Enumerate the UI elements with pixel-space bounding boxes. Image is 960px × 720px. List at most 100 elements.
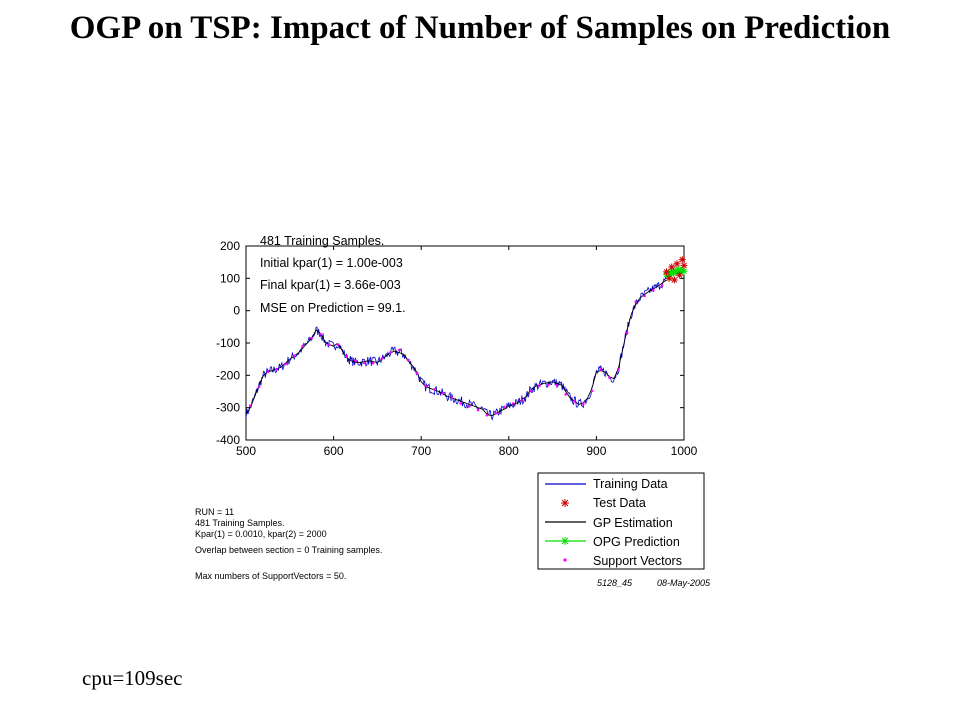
legend-box (537, 472, 705, 570)
support-vector-point (327, 343, 331, 346)
x-tick-label: 600 (324, 444, 344, 458)
support-vector-point (292, 354, 296, 358)
y-axis: 200 100 0 -100 -200 -300 -400 (216, 239, 684, 447)
support-vector-point (424, 384, 427, 388)
support-vector-point (485, 413, 489, 417)
info-run: RUN = 11 (195, 507, 234, 517)
annotation-mse: MSE on Prediction = 99.1. (260, 301, 406, 315)
support-vector-point (450, 396, 454, 399)
test-data-point (665, 274, 673, 282)
support-vector-point (257, 385, 261, 389)
support-vector-point (371, 361, 375, 365)
legend-label-opg: OPG Prediction (593, 535, 680, 549)
support-vector-point (538, 384, 541, 388)
support-vector-point (511, 402, 515, 405)
support-vector-point (590, 389, 594, 393)
training-data-line (245, 276, 667, 421)
support-vector-point (617, 367, 620, 371)
support-vector-point (625, 331, 629, 335)
support-vector-point (380, 357, 384, 360)
annotation-initial-kpar: Initial kpar(1) = 1.00e-003 (260, 256, 403, 270)
y-tick-label: 200 (220, 239, 240, 253)
support-vector-point (555, 384, 559, 387)
support-vector-point (441, 391, 445, 395)
stamp-date: 08-May-2005 (657, 578, 711, 588)
legend-label-test: Test Data (593, 496, 646, 510)
test-data-point (680, 261, 688, 269)
info-max-sv: Max numbers of SupportVectors = 50. (195, 571, 346, 581)
support-vector-point (459, 402, 462, 405)
test-data-point-d2 (668, 264, 675, 270)
annotation-final-kpar: Final kpar(1) = 3.66e-003 (260, 278, 401, 292)
slide-title: OGP on TSP: Impact of Number of Samples … (69, 10, 891, 46)
legend-label-gp: GP Estimation (593, 516, 673, 530)
x-tick-label: 800 (499, 444, 519, 458)
test-data-point-d2 (681, 262, 687, 269)
stamp-id: 5128_45 (597, 578, 633, 588)
x-tick-label: 500 (236, 444, 256, 458)
y-tick-label: -400 (216, 433, 240, 447)
test-data-point (662, 268, 670, 276)
cpu-note: cpu=109sec (82, 666, 183, 690)
y-tick-label: -200 (216, 368, 240, 382)
opg-prediction-point-d2 (681, 268, 687, 275)
test-data-point-d2 (679, 256, 686, 263)
support-vector-point (476, 408, 480, 412)
support-vector-point (389, 351, 392, 354)
test-data-point (676, 271, 684, 279)
support-vector-point (494, 412, 498, 415)
legend-label-training: Training Data (593, 477, 668, 491)
y-tick-label: -300 (216, 401, 240, 415)
support-vector-point (345, 354, 349, 358)
support-vector-point (310, 336, 314, 340)
x-tick-label: 700 (411, 444, 431, 458)
test-data-point (673, 260, 681, 268)
info-overlap: Overlap between section = 0 Training sam… (195, 545, 382, 555)
support-vector-point (266, 370, 270, 374)
x-tick-label: 900 (586, 444, 606, 458)
support-vector-point (398, 348, 401, 352)
support-vector-point (275, 367, 279, 371)
series-layer (245, 256, 688, 421)
support-vector-point (503, 405, 506, 409)
test-data-point-d2 (671, 277, 678, 283)
support-vector-point (468, 405, 471, 408)
legend-sv-marker (563, 558, 567, 562)
support-vector-point (284, 362, 287, 366)
support-vector-point (546, 383, 550, 387)
support-vector-point (564, 393, 567, 396)
support-vector-point (249, 404, 252, 407)
support-vector-point (582, 402, 585, 405)
x-axis: 500 600 700 800 900 1000 (236, 246, 698, 458)
support-vector-point (608, 376, 611, 379)
legend: Training Data Test Data GP Estimation OP… (537, 472, 705, 570)
support-vector-point (301, 344, 305, 348)
test-data-point (678, 256, 686, 264)
legend-label-sv: Support Vectors (593, 554, 682, 568)
support-vector-point (634, 300, 638, 304)
support-vector-point (520, 399, 524, 402)
annotation-samples: 481 Training Samples. (260, 234, 384, 248)
support-vector-point (406, 359, 410, 362)
test-data-point-d2 (666, 275, 672, 282)
test-data-point-d2 (663, 269, 670, 275)
run-info: RUN = 11 481 Training Samples. Kpar(1) =… (195, 507, 382, 581)
stamp: 5128_45 08-May-2005 (597, 578, 711, 588)
support-vector-point (354, 359, 357, 362)
support-vector-point (599, 368, 603, 371)
test-data-point (670, 276, 678, 284)
support-vector-point (363, 361, 366, 365)
legend-opg-marker (561, 537, 569, 545)
info-kpar: Kpar(1) = 0.0010, kpar(2) = 2000 (195, 529, 327, 539)
test-data-point-d2 (674, 260, 680, 267)
gp-estimation-line (245, 279, 667, 417)
support-vector-point (643, 294, 646, 298)
info-samples: 481 Training Samples. (195, 518, 285, 528)
support-vector-point (319, 332, 322, 336)
plot-frame (245, 245, 685, 441)
x-tick-label: 1000 (671, 444, 698, 458)
test-data-point (668, 263, 676, 271)
support-vector-point (573, 400, 576, 403)
y-tick-label: 0 (233, 304, 240, 318)
